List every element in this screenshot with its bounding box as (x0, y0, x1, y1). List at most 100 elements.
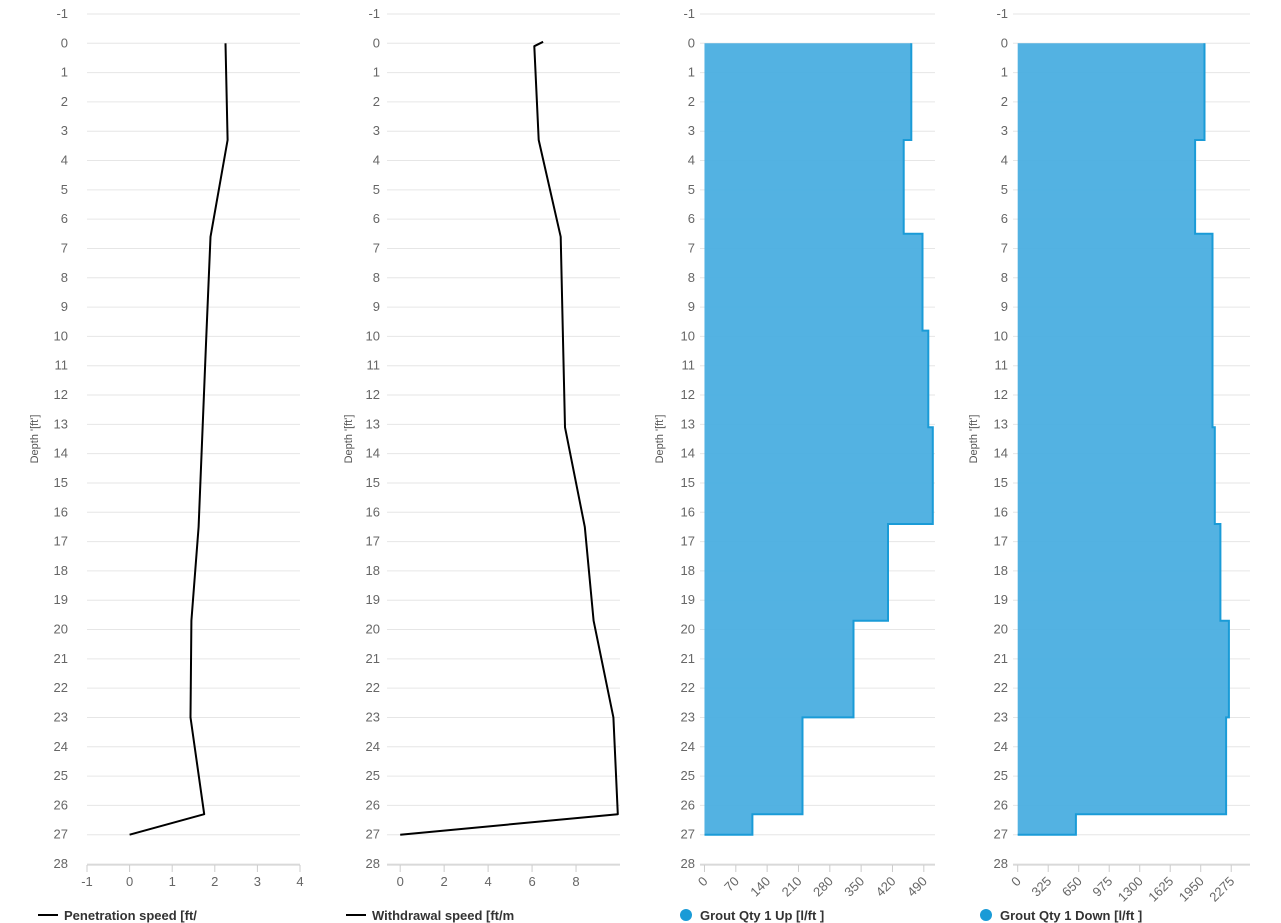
x-tick-label: 0 (397, 874, 404, 889)
grout-qty-down-chart: -101234567891011121314151617181920212223… (968, 6, 1250, 905)
y-tick-label: 27 (54, 827, 68, 842)
y-tick-label: 18 (366, 563, 380, 578)
y-tick-label: 5 (1001, 182, 1008, 197)
y-tick-label: 13 (54, 416, 68, 431)
legend-grout-qty-down[interactable]: Grout Qty 1 Down [l/ft ] (980, 908, 1142, 923)
y-tick-label: 11 (995, 358, 1009, 373)
y-tick-label: 21 (681, 651, 695, 666)
y-tick-label: 9 (1001, 299, 1008, 314)
series-outline (1017, 43, 1230, 836)
y-tick-label: 2 (688, 94, 695, 109)
y-tick-label: 0 (373, 35, 380, 50)
x-tick-label: -1 (81, 874, 93, 889)
y-tick-label: 14 (994, 446, 1008, 461)
y-tick-label: 21 (366, 651, 380, 666)
y-tick-label: 3 (373, 123, 380, 138)
y-tick-label: 7 (61, 240, 68, 255)
y-tick-label: 19 (54, 592, 68, 607)
y-tick-label: 14 (54, 446, 68, 461)
y-tick-label: 5 (373, 182, 380, 197)
y-tick-label: 28 (994, 856, 1008, 871)
y-tick-label: 3 (688, 123, 695, 138)
series-outline (704, 43, 934, 836)
y-tick-label: 4 (1001, 153, 1008, 168)
y-tick-label: 10 (681, 328, 695, 343)
y-tick-label: 0 (688, 35, 695, 50)
y-tick-label: 25 (994, 768, 1008, 783)
y-tick-label: 12 (54, 387, 68, 402)
y-tick-label: 6 (61, 211, 68, 226)
y-tick-label: 2 (61, 94, 68, 109)
line-symbol-icon (38, 914, 58, 916)
x-tick-label: 420 (873, 874, 899, 900)
y-tick-label: 21 (54, 651, 68, 666)
legend-withdrawal-speed[interactable]: Withdrawal speed [ft/m (346, 907, 515, 923)
y-tick-label: 16 (681, 504, 695, 519)
y-tick-label: 13 (366, 416, 380, 431)
y-tick-label: 17 (994, 534, 1008, 549)
y-tick-label: 24 (366, 739, 380, 754)
y-tick-label: 16 (366, 504, 380, 519)
y-tick-label: 20 (54, 622, 68, 637)
y-tick-label: 28 (366, 856, 380, 871)
legend-label: Withdrawal speed [ft/m (372, 907, 515, 923)
y-tick-label: 6 (373, 211, 380, 226)
circle-symbol-icon (980, 909, 992, 921)
y-tick-label: 8 (61, 270, 68, 285)
series-area (704, 43, 933, 835)
y-tick-label: 15 (366, 475, 380, 490)
y-tick-label: 27 (994, 827, 1008, 842)
y-tick-label: 24 (681, 739, 695, 754)
grout-qty-up-chart: -101234567891011121314151617181920212223… (654, 6, 935, 900)
y-tick-label: 9 (61, 299, 68, 314)
x-tick-label: 0 (695, 874, 711, 890)
y-tick-label: 25 (681, 768, 695, 783)
y-tick-label: 21 (994, 651, 1008, 666)
x-tick-label: 1950 (1176, 874, 1207, 905)
y-tick-label: 12 (681, 387, 695, 402)
withdrawal-speed-chart: -101234567891011121314151617181920212223… (343, 6, 620, 889)
y-tick-label: 15 (994, 475, 1008, 490)
y-tick-label: 6 (1001, 211, 1008, 226)
y-tick-label: 23 (54, 709, 68, 724)
y-tick-label: 27 (681, 827, 695, 842)
y-tick-label: 25 (54, 768, 68, 783)
x-tick-label: 140 (747, 874, 773, 900)
y-tick-label: 0 (61, 35, 68, 50)
legend-penetration-speed[interactable]: Penetration speed [ft/ (38, 908, 197, 923)
x-tick-label: 210 (779, 874, 805, 900)
y-tick-label: 3 (1001, 123, 1008, 138)
y-tick-label: 1 (61, 65, 68, 80)
y-tick-label: 10 (994, 328, 1008, 343)
series-area (1017, 43, 1229, 835)
y-tick-label: 24 (54, 739, 68, 754)
y-axis-title: Depth '[ft'] (654, 415, 666, 464)
x-tick-label: 3 (254, 874, 261, 889)
y-tick-label: 19 (994, 592, 1008, 607)
series-line (400, 40, 619, 836)
y-tick-label: 8 (373, 270, 380, 285)
y-tick-label: 4 (688, 153, 695, 168)
x-tick-label: 280 (810, 874, 836, 900)
y-tick-label: 5 (688, 182, 695, 197)
circle-symbol-icon (680, 909, 692, 921)
y-tick-label: 9 (373, 299, 380, 314)
y-tick-label: 4 (61, 153, 68, 168)
x-tick-label: 1625 (1145, 874, 1176, 905)
x-tick-label: 490 (904, 874, 930, 900)
y-tick-label: 13 (681, 416, 695, 431)
x-tick-label: 4 (296, 874, 303, 889)
y-axis-title: Depth '[ft'] (29, 415, 41, 464)
y-tick-label: 9 (688, 299, 695, 314)
y-tick-label: 17 (54, 534, 68, 549)
y-tick-label: 23 (681, 709, 695, 724)
y-tick-label: 12 (366, 387, 380, 402)
y-tick-label: 13 (994, 416, 1008, 431)
legend-grout-qty-up[interactable]: Grout Qty 1 Up [l/ft ] (680, 908, 824, 923)
series-line (129, 43, 229, 836)
y-axis-title: Depth '[ft'] (343, 415, 355, 464)
x-tick-label: 2 (441, 874, 448, 889)
y-tick-label: 10 (54, 328, 68, 343)
y-tick-label: 7 (373, 240, 380, 255)
y-tick-label: 10 (366, 328, 380, 343)
